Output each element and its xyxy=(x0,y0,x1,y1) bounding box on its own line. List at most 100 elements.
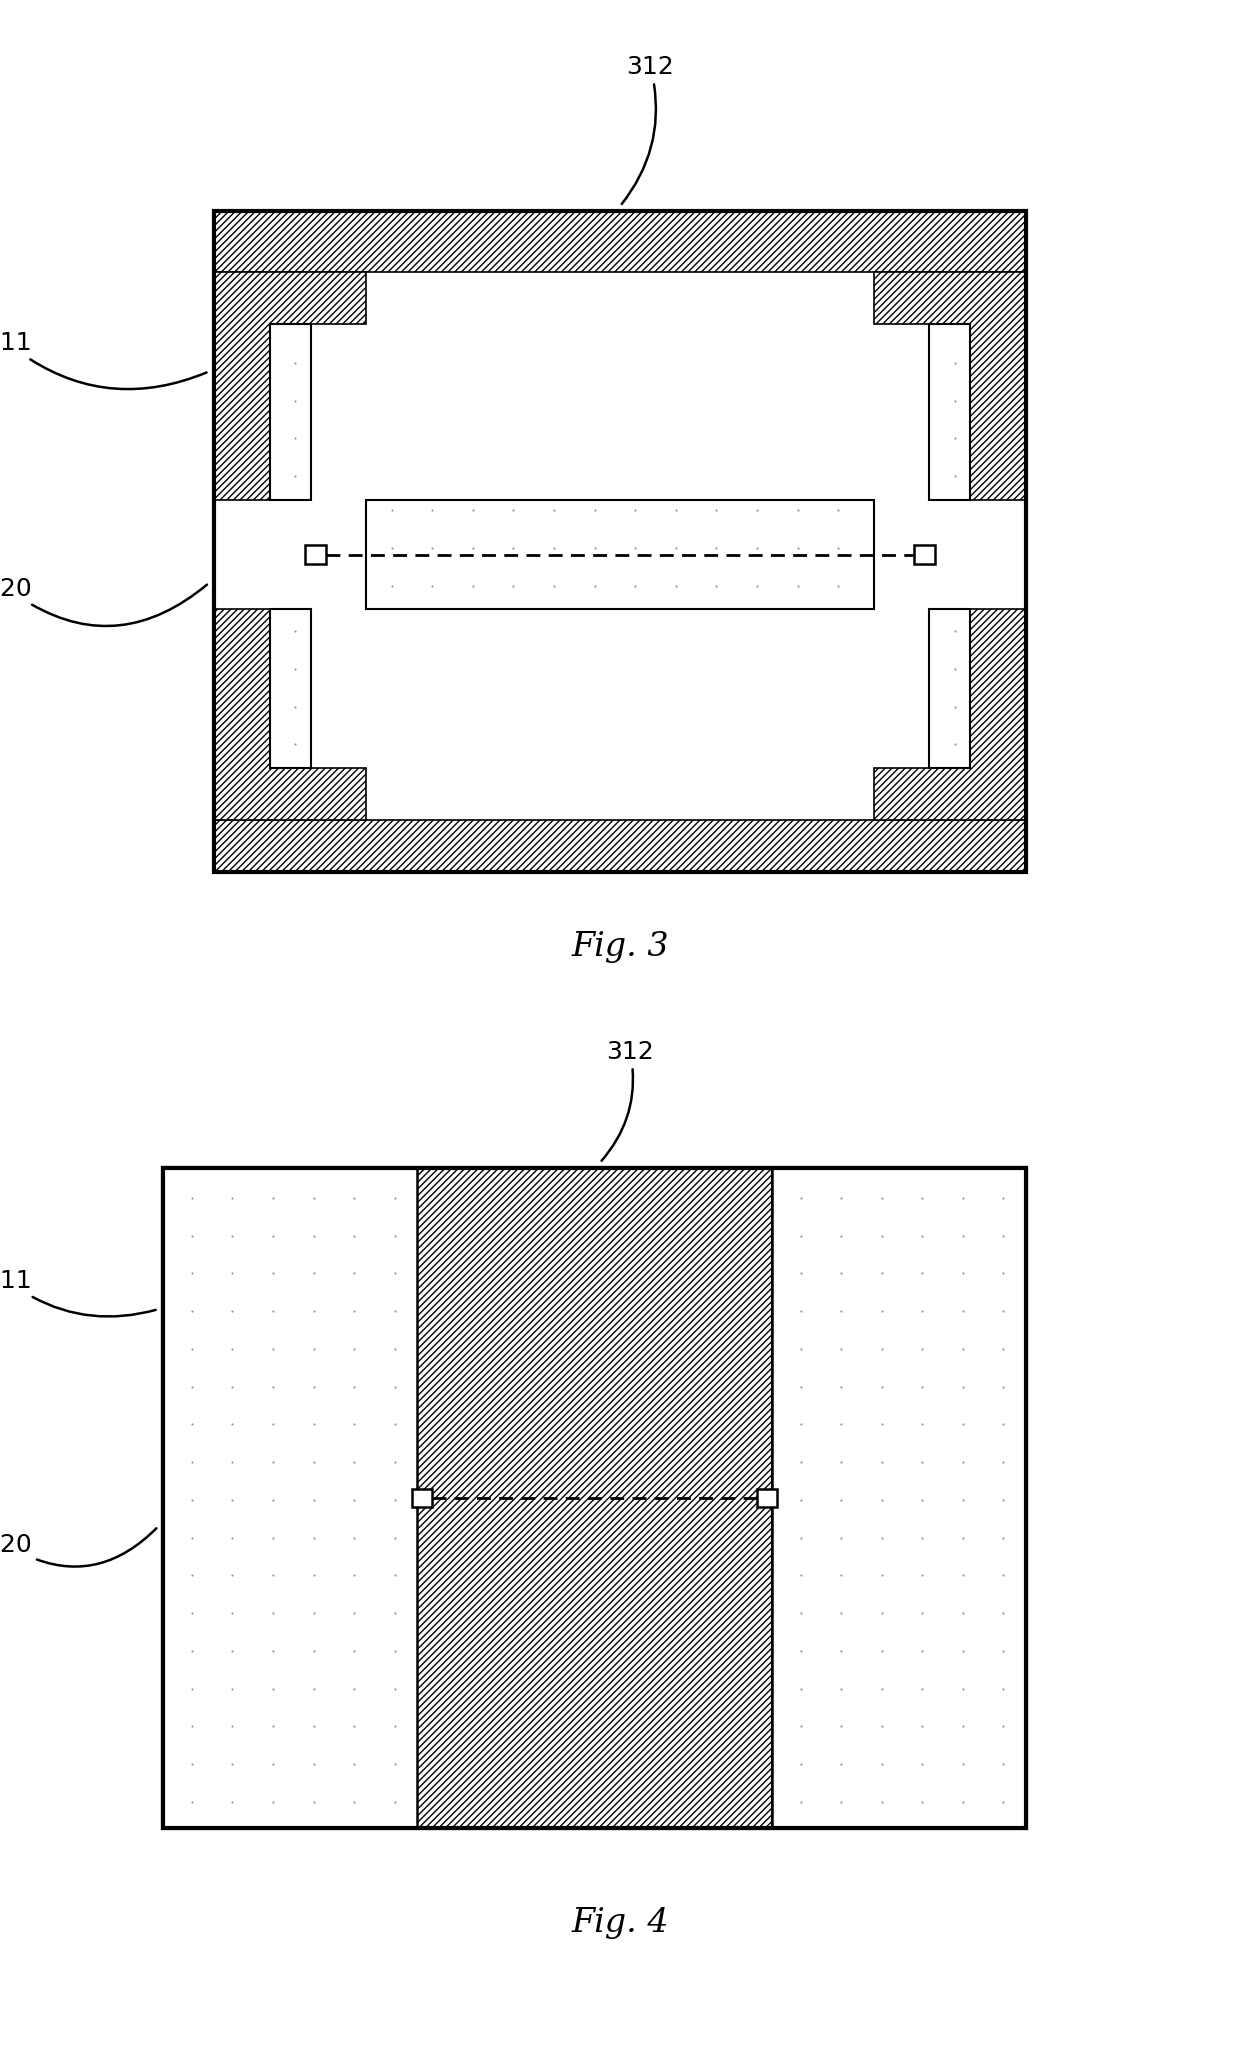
Bar xyxy=(930,324,970,501)
Text: 720: 720 xyxy=(0,577,207,626)
Point xyxy=(945,384,965,417)
Point xyxy=(945,347,965,380)
Point xyxy=(954,1672,973,1705)
Point xyxy=(913,1484,932,1516)
Text: 312: 312 xyxy=(621,55,675,203)
Point xyxy=(791,1258,811,1291)
Point xyxy=(791,1785,811,1818)
Point xyxy=(954,1182,973,1215)
Point xyxy=(382,495,402,527)
Point xyxy=(285,384,305,417)
Point xyxy=(463,495,482,527)
Point xyxy=(954,1332,973,1365)
Point xyxy=(503,531,523,564)
Point xyxy=(872,1596,892,1629)
Point xyxy=(625,531,645,564)
Point xyxy=(285,653,305,685)
Point xyxy=(384,1635,404,1668)
Point xyxy=(503,495,523,527)
Point xyxy=(182,1635,202,1668)
Point xyxy=(746,531,766,564)
Point xyxy=(263,1748,283,1781)
Point xyxy=(831,1596,851,1629)
Point xyxy=(872,1785,892,1818)
Point xyxy=(263,1371,283,1404)
Point xyxy=(831,1560,851,1592)
Point xyxy=(993,1748,1013,1781)
Point xyxy=(913,1748,932,1781)
Point xyxy=(304,1371,324,1404)
Point xyxy=(791,1672,811,1705)
Point xyxy=(791,1521,811,1553)
Bar xyxy=(914,546,935,564)
Text: 311: 311 xyxy=(0,330,207,390)
Point xyxy=(787,495,807,527)
Point xyxy=(182,1332,202,1365)
Point xyxy=(831,1748,851,1781)
Polygon shape xyxy=(874,273,1025,501)
Point xyxy=(993,1635,1013,1668)
Point xyxy=(872,1635,892,1668)
Point xyxy=(222,1332,242,1365)
Point xyxy=(993,1521,1013,1553)
Point xyxy=(954,1709,973,1742)
Point xyxy=(945,616,965,648)
Point xyxy=(345,1672,365,1705)
Point xyxy=(304,1635,324,1668)
Point xyxy=(345,1408,365,1441)
Text: Fig. 4: Fig. 4 xyxy=(572,1906,668,1939)
Point xyxy=(954,1447,973,1479)
Point xyxy=(945,689,965,722)
Point xyxy=(791,1560,811,1592)
Text: 720: 720 xyxy=(0,1529,156,1566)
Point xyxy=(304,1295,324,1328)
Point xyxy=(345,1596,365,1629)
Point xyxy=(872,1182,892,1215)
Point xyxy=(384,1182,404,1215)
Point xyxy=(182,1447,202,1479)
Point xyxy=(222,1785,242,1818)
Point xyxy=(423,495,443,527)
Point xyxy=(913,1295,932,1328)
Point xyxy=(384,1785,404,1818)
Point xyxy=(791,1295,811,1328)
Bar xyxy=(412,1488,433,1508)
Point xyxy=(872,1748,892,1781)
Point xyxy=(384,1748,404,1781)
Point xyxy=(993,1709,1013,1742)
Point xyxy=(222,1484,242,1516)
Point xyxy=(954,1295,973,1328)
Point xyxy=(585,531,605,564)
Point xyxy=(993,1182,1013,1215)
Point xyxy=(182,1672,202,1705)
Point xyxy=(831,1371,851,1404)
Point xyxy=(182,1295,202,1328)
Point xyxy=(831,1408,851,1441)
Point xyxy=(304,1596,324,1629)
Point xyxy=(872,1560,892,1592)
Point xyxy=(182,1785,202,1818)
Point xyxy=(285,689,305,722)
Point xyxy=(954,1596,973,1629)
Point xyxy=(625,568,645,601)
Point xyxy=(828,568,848,601)
Point xyxy=(384,1219,404,1252)
Text: 311: 311 xyxy=(0,1268,156,1317)
Point xyxy=(182,1709,202,1742)
Point xyxy=(791,1748,811,1781)
Point xyxy=(345,1447,365,1479)
Point xyxy=(384,1258,404,1291)
Point xyxy=(666,568,686,601)
Point xyxy=(787,568,807,601)
Point xyxy=(222,1447,242,1479)
Point xyxy=(993,1785,1013,1818)
Point xyxy=(285,347,305,380)
Point xyxy=(263,1596,283,1629)
Point xyxy=(304,1219,324,1252)
Point xyxy=(872,1521,892,1553)
Point xyxy=(791,1371,811,1404)
Point xyxy=(993,1672,1013,1705)
Point xyxy=(544,531,564,564)
Point xyxy=(182,1408,202,1441)
Point xyxy=(831,1447,851,1479)
